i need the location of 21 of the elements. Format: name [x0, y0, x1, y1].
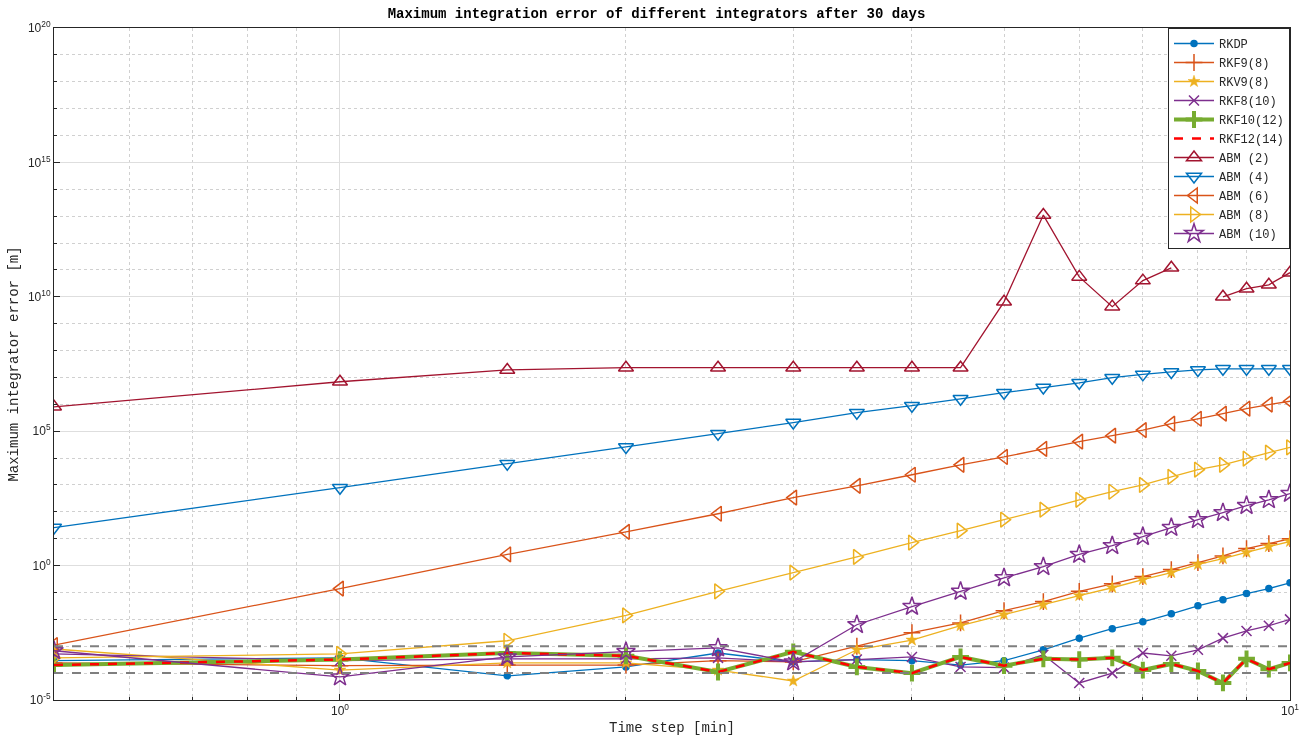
y-axis-title: Maximum integrator error [m] [5, 246, 22, 482]
legend-label: RKF10(12) [1219, 114, 1284, 129]
legend-label: RKF9(8) [1219, 57, 1270, 72]
y-tick-label: 10$^{20}$ [27, 19, 51, 36]
legend-label: ABM (4) [1219, 171, 1270, 186]
y-tick-label: 10$^{5}$ [32, 422, 51, 439]
legend-label: RKV9(8) [1219, 76, 1270, 91]
chart-title: Maximum integration error of different integrators after 30 days [387, 5, 926, 22]
legend-label: ABM (8) [1219, 209, 1270, 224]
y-tick-label: 10$^{0}$ [32, 556, 51, 573]
legend-label: RKF12(14) [1219, 133, 1284, 148]
x-tick-label: 10$^{1}$ [1280, 702, 1300, 719]
y-tick-label: 10$^{-5}$ [29, 691, 51, 708]
legend-label: RKF8(10) [1219, 95, 1277, 110]
y-tick-label: 10$^{10}$ [27, 287, 51, 304]
legend-label: ABM (6) [1219, 190, 1270, 205]
legend-label: ABM (10) [1219, 228, 1277, 243]
x-axis-title: Time step [min] [608, 719, 736, 736]
legend-label: RKDP [1219, 38, 1248, 53]
legend-label: ABM (2) [1219, 152, 1270, 167]
y-tick-label: 10$^{15}$ [27, 153, 51, 170]
